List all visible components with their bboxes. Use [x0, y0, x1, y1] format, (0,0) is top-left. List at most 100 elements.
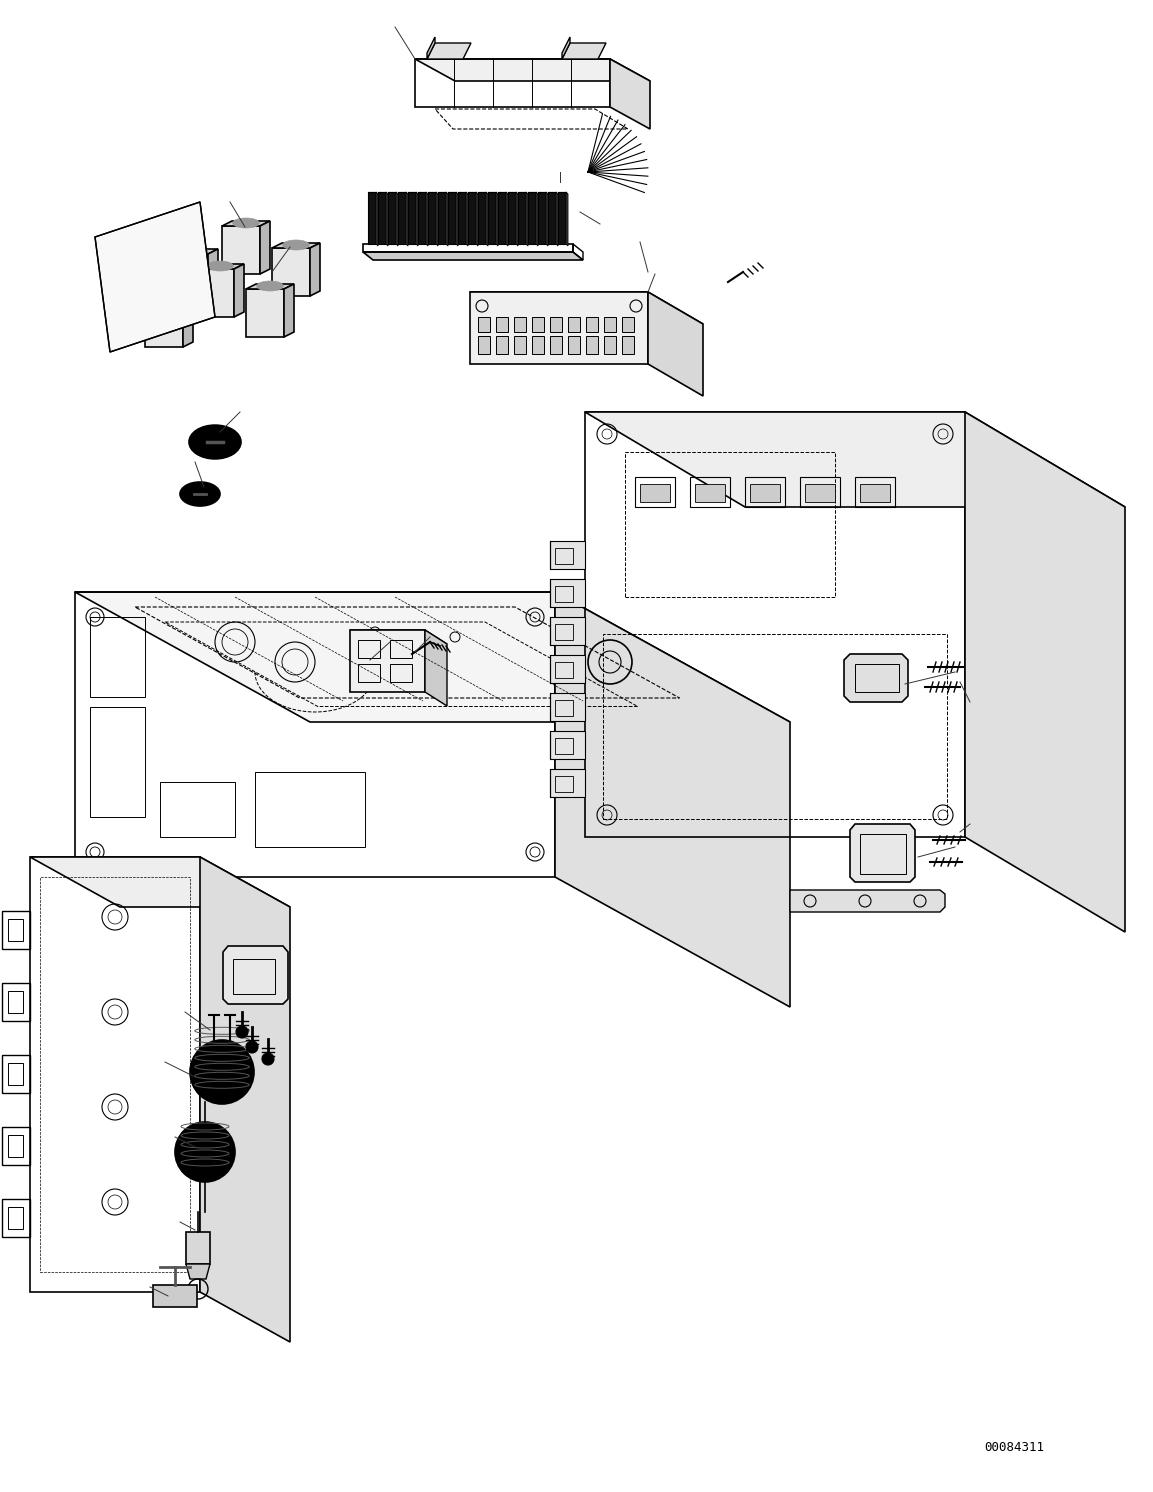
- Polygon shape: [223, 225, 259, 275]
- Polygon shape: [183, 294, 193, 348]
- Bar: [586, 336, 598, 354]
- Polygon shape: [406, 192, 408, 246]
- Polygon shape: [425, 630, 447, 706]
- Bar: [586, 316, 598, 333]
- Polygon shape: [428, 192, 436, 245]
- Polygon shape: [415, 60, 650, 81]
- Bar: [8, 1062, 23, 1085]
- Polygon shape: [427, 43, 470, 60]
- Polygon shape: [246, 283, 294, 289]
- Polygon shape: [562, 43, 606, 60]
- Polygon shape: [478, 192, 487, 245]
- Bar: [621, 336, 634, 354]
- Ellipse shape: [199, 433, 231, 451]
- Circle shape: [262, 1053, 274, 1065]
- Polygon shape: [259, 221, 270, 275]
- Bar: [390, 640, 412, 658]
- Circle shape: [191, 1138, 219, 1165]
- Polygon shape: [487, 192, 488, 246]
- Bar: [496, 316, 508, 333]
- Polygon shape: [310, 243, 321, 295]
- Ellipse shape: [189, 425, 241, 460]
- Polygon shape: [145, 294, 193, 298]
- Bar: [357, 664, 380, 682]
- Polygon shape: [223, 221, 270, 225]
- Polygon shape: [389, 192, 395, 245]
- Polygon shape: [470, 292, 648, 364]
- Bar: [8, 991, 23, 1013]
- Polygon shape: [272, 243, 321, 248]
- Polygon shape: [508, 192, 517, 245]
- Ellipse shape: [233, 218, 259, 228]
- Polygon shape: [446, 192, 449, 246]
- Polygon shape: [610, 60, 650, 128]
- Bar: [90, 618, 145, 697]
- Polygon shape: [75, 592, 790, 722]
- Bar: [555, 624, 573, 640]
- Polygon shape: [550, 618, 585, 645]
- Ellipse shape: [206, 261, 233, 272]
- Polygon shape: [555, 592, 790, 1007]
- Ellipse shape: [257, 280, 284, 291]
- Polygon shape: [550, 768, 585, 797]
- Bar: [532, 316, 544, 333]
- Polygon shape: [169, 254, 208, 301]
- Bar: [8, 1207, 23, 1229]
- Polygon shape: [427, 37, 435, 60]
- Polygon shape: [30, 856, 291, 907]
- Polygon shape: [965, 412, 1125, 932]
- Polygon shape: [438, 192, 446, 245]
- Bar: [555, 548, 573, 564]
- Polygon shape: [196, 269, 234, 316]
- Polygon shape: [528, 192, 536, 245]
- Polygon shape: [550, 579, 585, 607]
- Polygon shape: [169, 249, 218, 254]
- Polygon shape: [145, 298, 183, 348]
- Polygon shape: [556, 192, 558, 246]
- Polygon shape: [536, 192, 538, 246]
- Ellipse shape: [181, 246, 208, 257]
- Bar: [357, 640, 380, 658]
- Polygon shape: [416, 192, 419, 246]
- Polygon shape: [376, 192, 378, 246]
- Ellipse shape: [156, 291, 182, 301]
- Polygon shape: [547, 192, 548, 246]
- Polygon shape: [386, 192, 389, 246]
- Bar: [255, 771, 366, 847]
- Polygon shape: [648, 292, 703, 395]
- Polygon shape: [518, 192, 526, 245]
- Polygon shape: [199, 856, 291, 1341]
- Polygon shape: [449, 192, 455, 245]
- Polygon shape: [395, 192, 398, 246]
- Polygon shape: [363, 252, 583, 260]
- Bar: [478, 316, 490, 333]
- Bar: [555, 700, 573, 716]
- Bar: [8, 1135, 23, 1156]
- Polygon shape: [351, 630, 447, 645]
- Bar: [550, 316, 562, 333]
- Bar: [695, 483, 725, 501]
- Polygon shape: [496, 192, 498, 246]
- Bar: [390, 664, 412, 682]
- Bar: [514, 316, 526, 333]
- Polygon shape: [550, 542, 585, 568]
- Polygon shape: [223, 946, 288, 1004]
- Bar: [568, 336, 580, 354]
- Bar: [640, 483, 670, 501]
- Polygon shape: [850, 824, 915, 882]
- Polygon shape: [196, 264, 244, 269]
- Circle shape: [236, 1026, 248, 1038]
- Polygon shape: [246, 289, 284, 337]
- Text: 00084311: 00084311: [985, 1441, 1045, 1453]
- Polygon shape: [95, 201, 214, 352]
- Bar: [604, 336, 616, 354]
- Ellipse shape: [180, 482, 220, 506]
- Bar: [233, 959, 276, 994]
- Ellipse shape: [189, 488, 211, 500]
- Bar: [555, 776, 573, 792]
- Bar: [603, 634, 947, 819]
- Bar: [621, 316, 634, 333]
- Bar: [555, 739, 573, 753]
- Bar: [860, 834, 906, 874]
- Polygon shape: [272, 248, 310, 295]
